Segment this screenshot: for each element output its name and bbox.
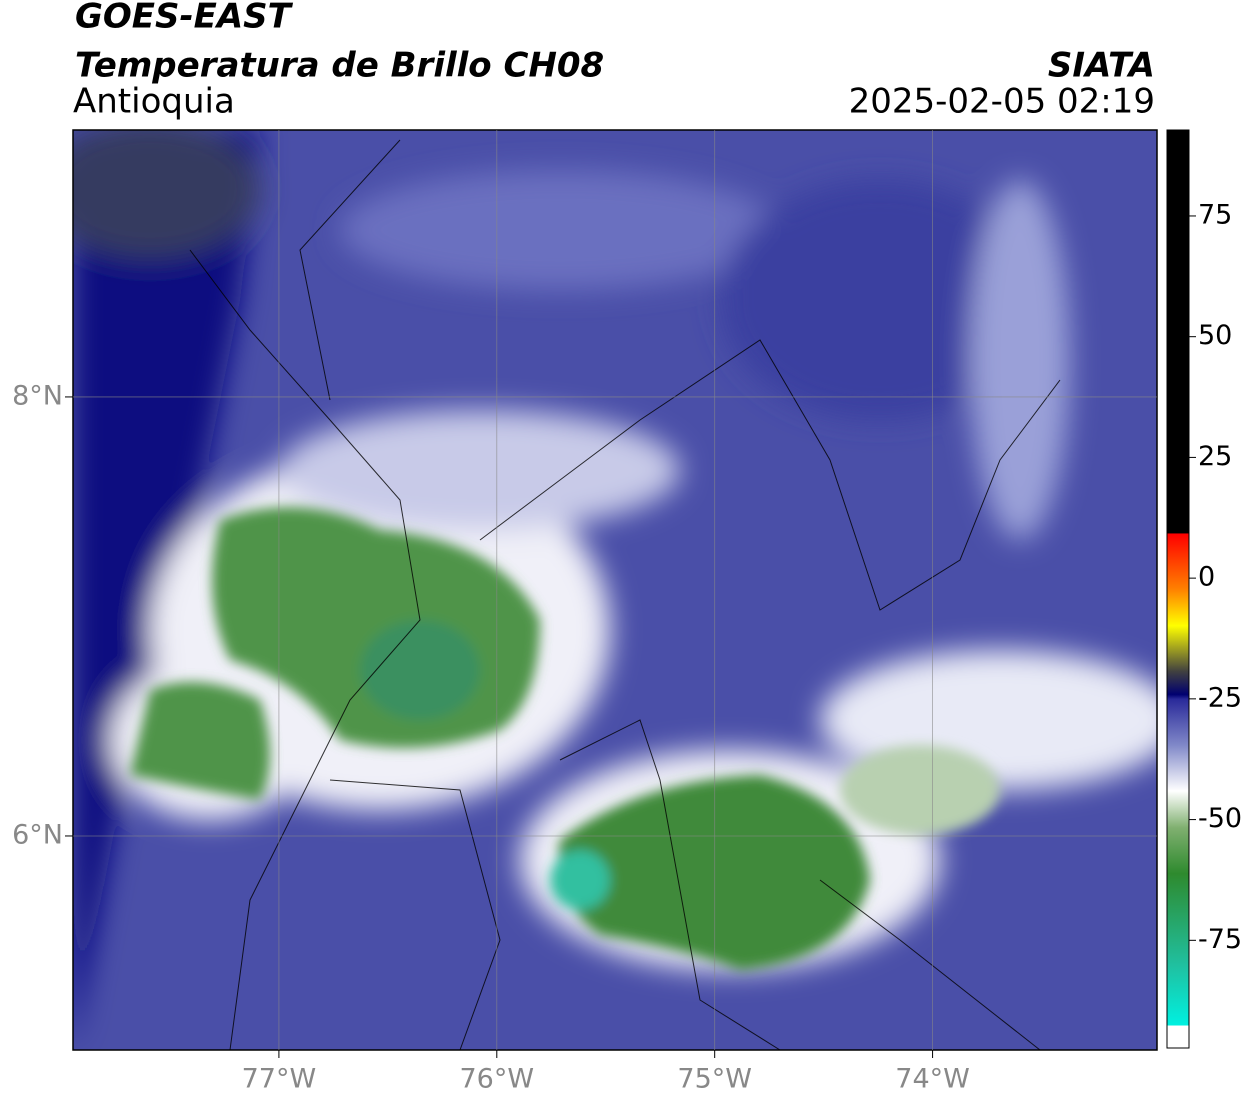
map-frame	[72, 129, 1158, 1051]
x-tick-label: 77°W	[242, 1064, 317, 1095]
source: SIATA	[1048, 46, 1155, 86]
region: Antioquia	[73, 82, 235, 122]
colorbar-tick-label: 75	[1198, 199, 1232, 230]
colorbar-tick-label: -25	[1198, 682, 1242, 713]
y-tick-label: 8°N	[12, 380, 63, 411]
y-tick-label: 6°N	[12, 819, 63, 850]
colorbar	[1166, 129, 1190, 1049]
map-image	[73, 130, 1157, 1050]
colorbar-tick-label: -75	[1198, 924, 1242, 955]
colorbar-tick-label: 25	[1198, 441, 1232, 472]
colorbar-tick-label: 50	[1198, 320, 1232, 351]
x-tick-label: 74°W	[895, 1064, 970, 1095]
x-tick-label: 76°W	[460, 1064, 535, 1095]
subtitle: Temperatura de Brillo CH08	[75, 46, 604, 86]
x-tick-label: 75°W	[677, 1064, 752, 1095]
datetime: 2025-02-05 02:19	[849, 82, 1155, 122]
colorbar-tick-label: 0	[1198, 562, 1215, 593]
title: GOES-EAST	[75, 0, 294, 37]
colorbar-tick-label: -50	[1198, 803, 1242, 834]
